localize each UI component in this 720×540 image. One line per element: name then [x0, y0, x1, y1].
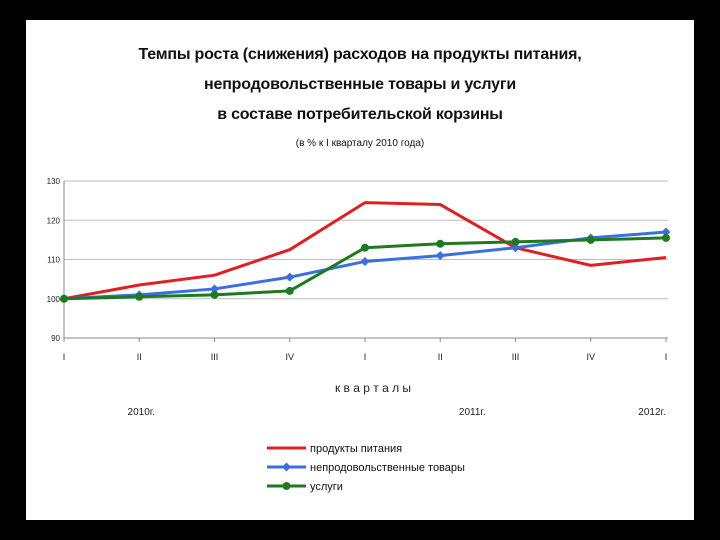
- y-tick-label: 90: [51, 334, 60, 343]
- chart-title-line-3: в составе потребительской корзины: [217, 106, 503, 123]
- y-tick-label: 130: [47, 177, 61, 186]
- data-point: [210, 284, 219, 294]
- year-label: 2011г.: [459, 407, 486, 418]
- data-point: [60, 294, 68, 303]
- data-point: [511, 237, 520, 246]
- data-point: [661, 227, 671, 237]
- legend-label: услуги: [310, 481, 343, 493]
- y-tick-label: 120: [47, 216, 61, 225]
- series-line-1: [63, 201, 667, 301]
- x-tick-label: IV: [285, 352, 294, 362]
- x-tick-label: II: [438, 352, 443, 362]
- data-point: [210, 290, 219, 299]
- y-tick-label: 100: [47, 295, 61, 304]
- year-label: 2010г.: [128, 407, 155, 418]
- legend-label: непродовольственные товары: [310, 462, 465, 474]
- data-point: [285, 286, 294, 295]
- slide: Темпы роста (снижения) расходов на проду…: [26, 20, 694, 520]
- chart-subtitle: (в % к I кварталу 2010 года): [295, 138, 425, 149]
- data-point: [586, 235, 595, 244]
- x-tick-label: II: [137, 352, 142, 362]
- x-tick-label: III: [512, 352, 520, 362]
- data-point: [435, 251, 445, 261]
- axes: [63, 181, 668, 342]
- data-point: [361, 243, 369, 252]
- data-point: [436, 239, 445, 248]
- data-point: [285, 272, 295, 282]
- year-label: 2012г.: [638, 407, 665, 418]
- x-tick-label: III: [211, 352, 219, 362]
- series-lines: [59, 201, 671, 304]
- legend-marker: [282, 482, 291, 490]
- data-point: [511, 243, 520, 253]
- x-axis-label: к в а р т а л ы: [335, 381, 411, 395]
- chart-title-line-1: Темпы роста (снижения) расходов на проду…: [138, 46, 582, 63]
- chart-title-line-2: непродовольственные товары и услуги: [204, 76, 516, 93]
- x-tick-label: IV: [586, 352, 595, 362]
- x-tick-label: I: [63, 352, 66, 362]
- legend-label: продукты питания: [310, 443, 402, 455]
- data-point: [360, 256, 370, 266]
- x-tick-label: I: [364, 352, 367, 362]
- y-tick-label: 110: [47, 256, 60, 265]
- x-tick-label: I: [665, 352, 668, 362]
- legend-marker: [282, 462, 291, 472]
- legend: продукты питания непродовольственные това…: [267, 443, 465, 493]
- data-point: [662, 233, 670, 242]
- data-point: [135, 292, 144, 301]
